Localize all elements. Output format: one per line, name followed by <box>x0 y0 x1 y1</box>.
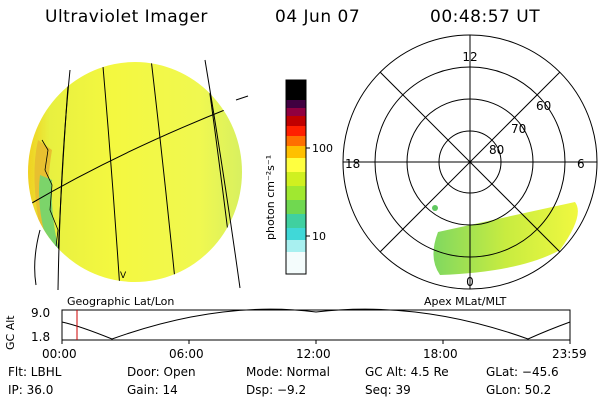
altitude-plot <box>61 308 571 344</box>
geographic-image: V <box>28 59 249 291</box>
altitude-ylabel: GC Alt <box>4 315 17 350</box>
mlt-label-0: 0 <box>466 275 474 289</box>
time-tick-0600: 06:00 <box>169 347 204 361</box>
observation-time: 00:48:57 UT <box>430 7 541 27</box>
colorbar <box>285 79 310 275</box>
status-glat: GLat: −45.6 <box>486 365 559 379</box>
altitude-ymin: 1.8 <box>31 330 51 344</box>
mlt-label-12: 12 <box>462 50 477 64</box>
status-gc-alt: GC Alt: 4.5 Re <box>365 365 449 379</box>
status-filter: Flt: LBHL <box>8 365 62 379</box>
mlt-label-6: 6 <box>577 157 585 171</box>
status-mode: Mode: Normal <box>246 365 330 379</box>
mlt-label-18: 18 <box>345 157 360 171</box>
status-door: Door: Open <box>127 365 196 379</box>
colorbar-tick-10: 10 <box>312 230 326 243</box>
svg-text:V: V <box>120 271 127 281</box>
status-seq: Seq: 39 <box>365 383 411 397</box>
mlat-label-70: 70 <box>511 122 526 136</box>
left-panel-caption: Geographic Lat/Lon <box>67 295 175 308</box>
polar-plot <box>342 34 598 290</box>
time-tick-1800: 18:00 <box>423 347 458 361</box>
instrument-title: Ultraviolet Imager <box>45 7 208 27</box>
status-dsp: Dsp: −9.2 <box>246 383 307 397</box>
colorbar-tick-100: 100 <box>312 142 333 155</box>
status-glon: GLon: 50.2 <box>486 383 552 397</box>
right-panel-caption: Apex MLat/MLT <box>424 295 507 308</box>
mlat-label-80: 80 <box>489 143 504 157</box>
altitude-ymax: 9.0 <box>31 306 51 320</box>
observation-date: 04 Jun 07 <box>275 7 361 27</box>
status-gain: Gain: 14 <box>127 383 178 397</box>
mlat-label-60: 60 <box>536 99 551 113</box>
time-tick-2359: 23:59 <box>552 347 587 361</box>
status-ip: IP: 36.0 <box>8 383 54 397</box>
time-tick-1200: 12:00 <box>296 347 331 361</box>
altitude-curve <box>61 308 571 340</box>
time-tick-0000: 00:00 <box>42 347 77 361</box>
colorbar-unit-label: photon cm⁻²s⁻¹ <box>264 155 277 240</box>
